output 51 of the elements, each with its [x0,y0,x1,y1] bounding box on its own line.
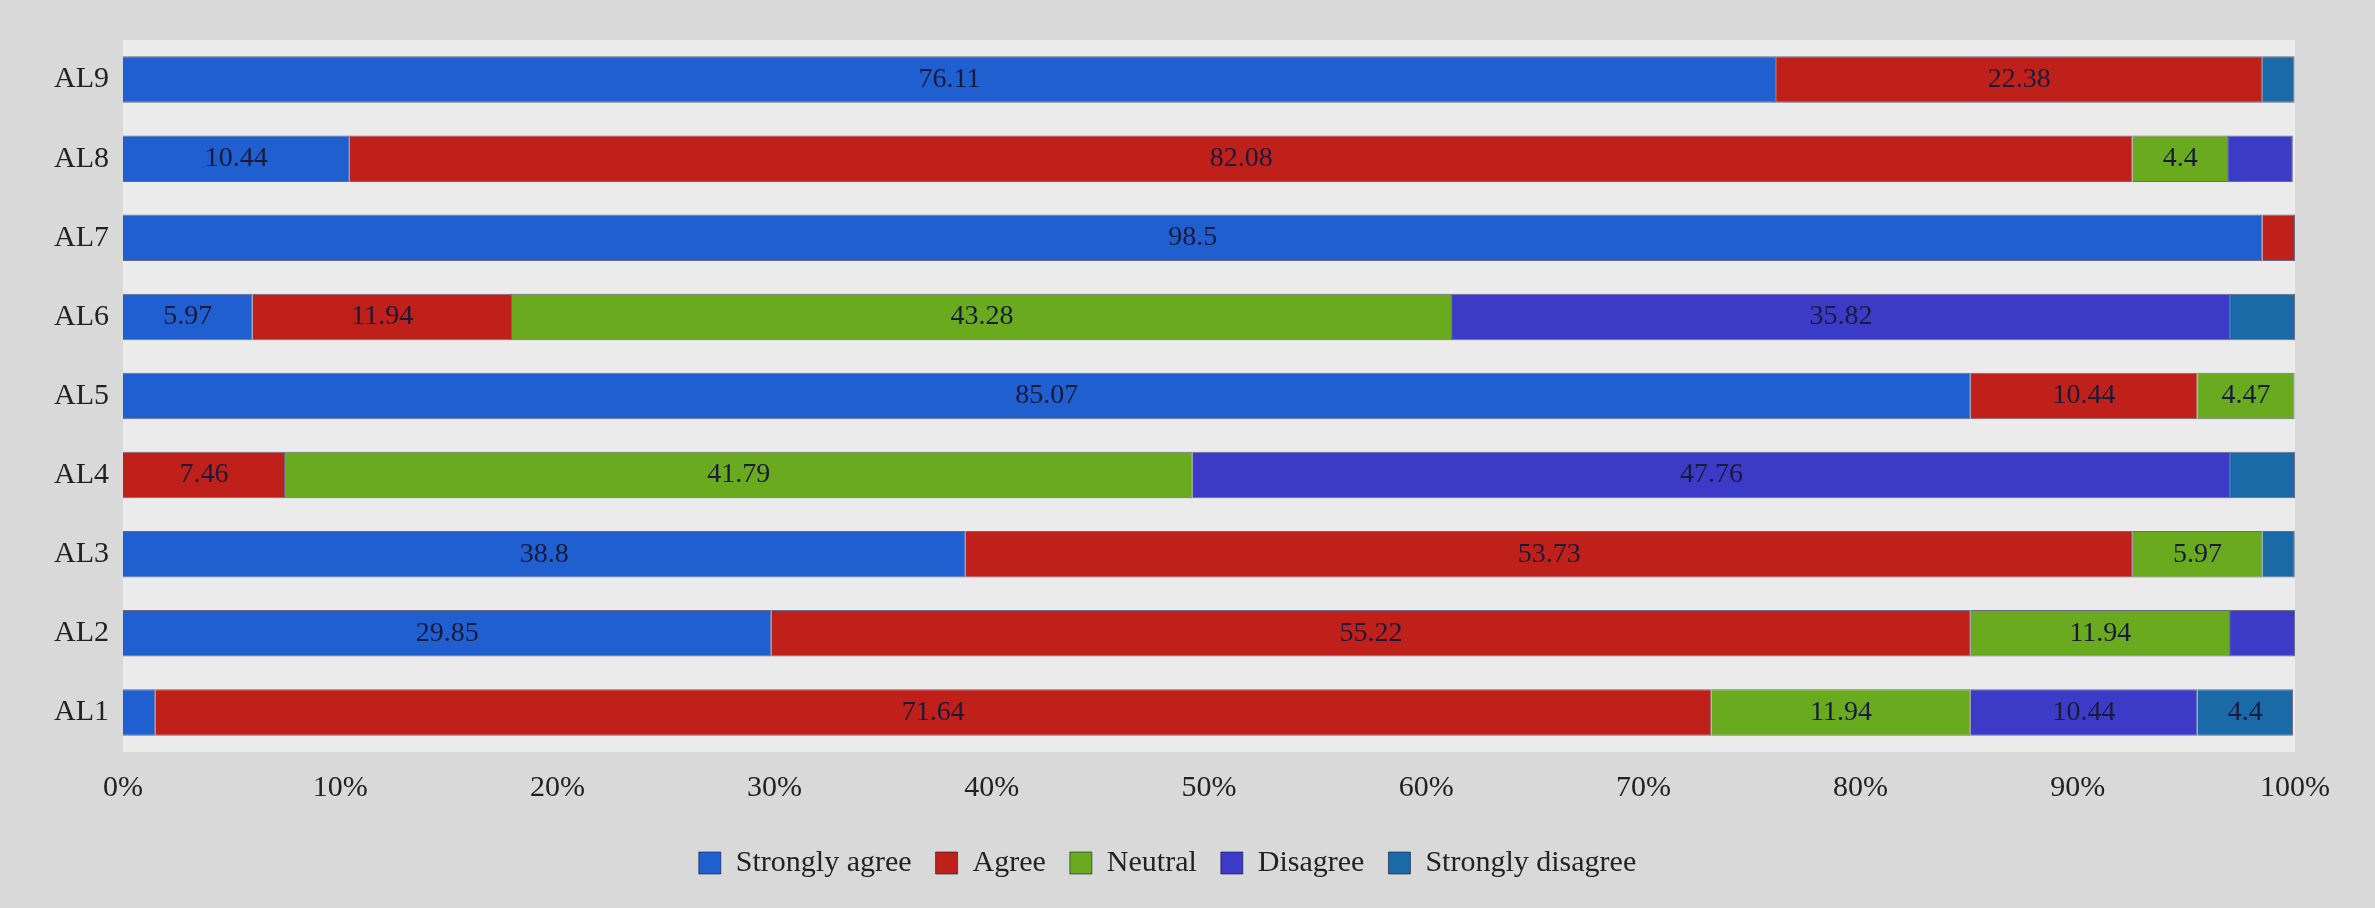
y-tick-label: AL7 [53,218,109,252]
data-label: 7.46 [179,457,229,489]
legend-label: Strongly agree [735,843,912,877]
legend-label: Agree [972,843,1046,877]
y-tick-label: AL1 [53,693,109,727]
x-tick-label: 100% [2260,768,2330,802]
legend-label: Strongly disagree [1425,843,1637,877]
data-label: 5.97 [2173,536,2223,568]
data-label: 4.47 [2221,378,2271,410]
x-tick-label: 90% [2050,768,2106,802]
y-tick-label: AL4 [53,455,109,489]
legend-label: Neutral [1106,843,1197,877]
data-label: 5.97 [163,299,213,331]
data-label: 38.8 [519,536,569,568]
data-label: 29.85 [415,615,479,647]
x-tick-label: 0% [102,768,143,802]
data-label: 43.28 [950,299,1014,331]
y-tick-label: AL5 [53,376,109,410]
y-tick-label: AL6 [53,297,109,331]
x-tick-label: 30% [747,768,803,802]
data-label: 11.94 [2069,615,2132,647]
data-label: 98.5 [1168,220,1218,252]
data-label: 47.76 [1679,457,1743,489]
y-tick-label: AL9 [53,60,109,94]
data-label: 55.22 [1339,615,1403,647]
y-tick-label: AL2 [53,614,109,648]
data-label: 41.79 [707,457,771,489]
x-tick-label: 60% [1398,768,1454,802]
legend-label: Disagree [1257,843,1365,877]
y-tick-label: AL3 [53,535,109,569]
data-label: 10.44 [2052,694,2116,726]
data-label: 10.44 [2052,378,2116,410]
x-tick-label: 10% [312,768,368,802]
data-label: 35.82 [1809,299,1873,331]
data-label: 4.4 [2227,694,2263,726]
data-label: 53.73 [1517,536,1581,568]
data-label: 11.94 [1810,694,1873,726]
data-label: 76.11 [918,61,981,93]
data-label: 22.38 [1987,61,2051,93]
x-tick-label: 40% [964,768,1020,802]
x-tick-label: 80% [1833,768,1889,802]
x-tick-label: 70% [1615,768,1671,802]
y-tick-label: AL8 [53,139,109,173]
data-label: 85.07 [1015,378,1079,410]
data-label: 10.44 [204,141,268,173]
data-label: 11.94 [351,299,414,331]
data-label: 71.64 [901,694,965,726]
data-label: 82.08 [1209,141,1273,173]
x-tick-label: 50% [1181,768,1237,802]
data-label: 4.4 [2162,141,2198,173]
x-tick-label: 20% [529,768,585,802]
